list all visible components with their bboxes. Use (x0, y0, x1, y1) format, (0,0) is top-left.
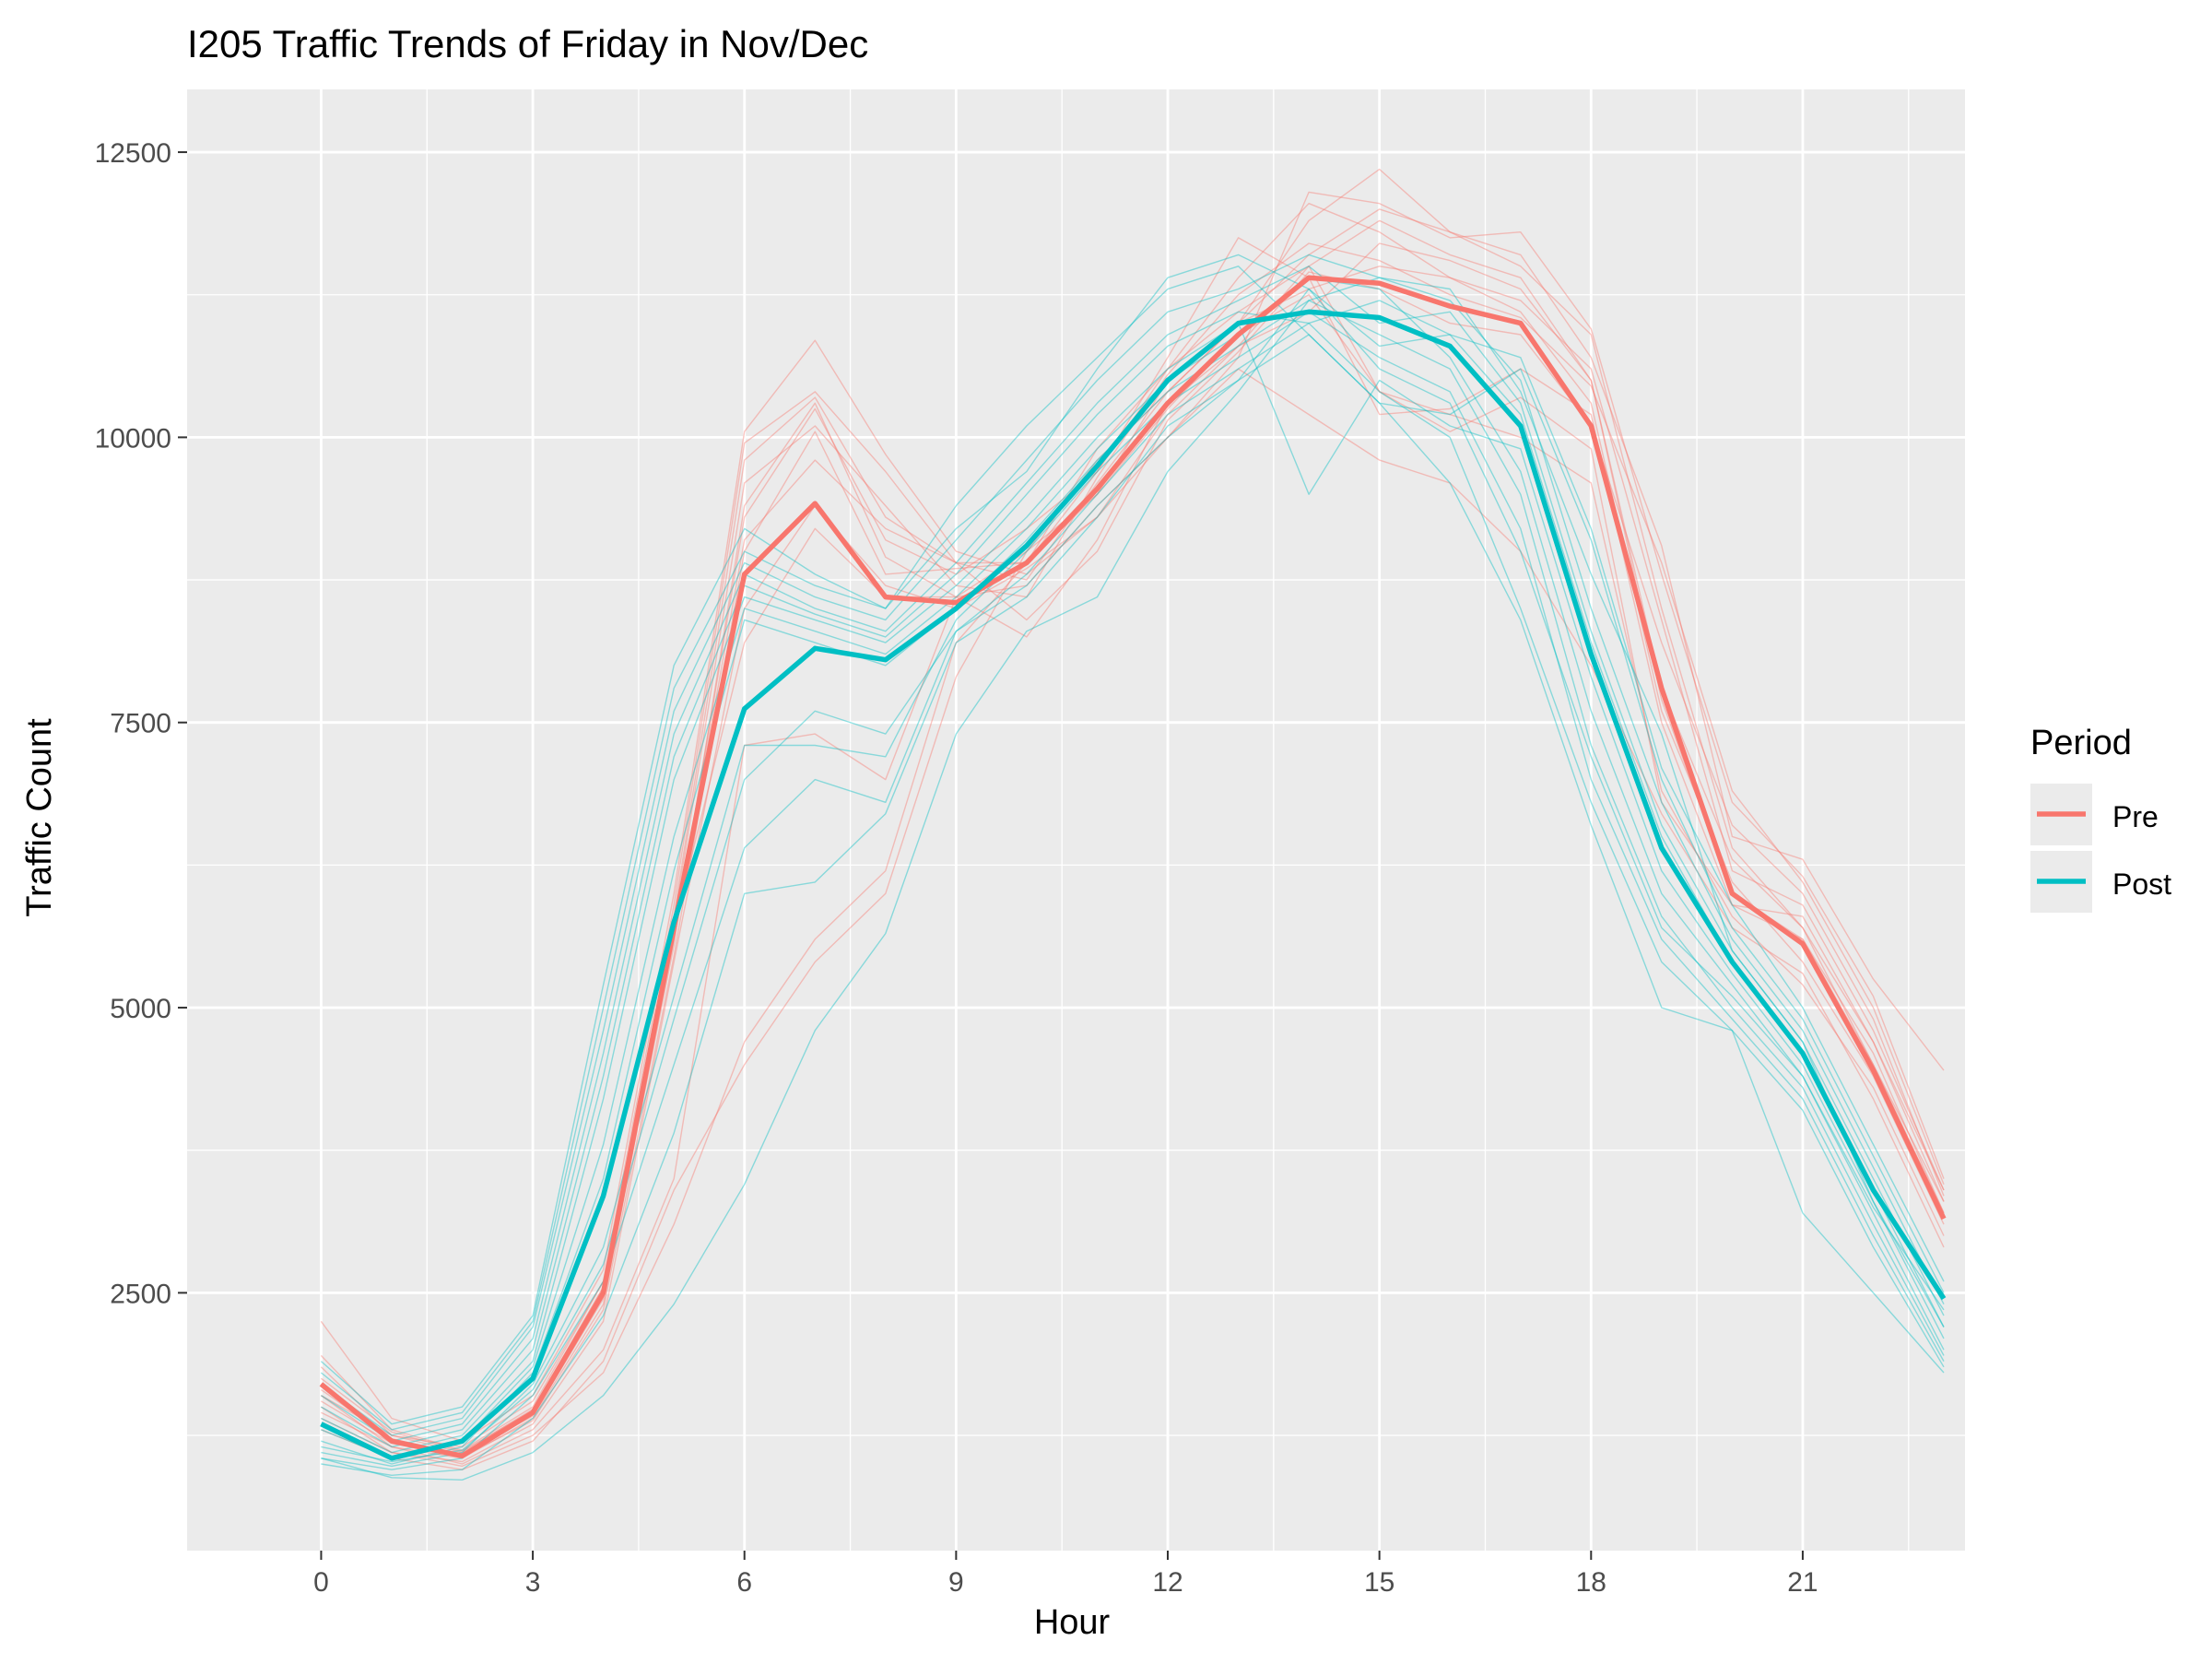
daily-line-post-6 (321, 322, 1945, 1454)
daily-line-pre-1 (320, 191, 1945, 1442)
daily-line-post-13 (321, 288, 1945, 1463)
series-line-post (320, 309, 1947, 1461)
daily-line-post-11 (321, 334, 1945, 1476)
daily-line-post-7 (321, 277, 1945, 1459)
chart-title: I205 Traffic Trends of Friday in Nov/Dec (187, 22, 868, 65)
daily-line-pre-10 (321, 219, 1945, 1468)
y-axis-title: Traffic Count (20, 718, 59, 917)
legend-title: Period (2030, 724, 2132, 762)
daily-line-post-12 (321, 277, 1945, 1481)
y-tick-label: 7500 (110, 709, 171, 739)
daily-line-post-10 (321, 322, 1945, 1470)
x-axis-title: Hour (1034, 1603, 1111, 1642)
legend-label-post: Post (2112, 867, 2171, 901)
series-line-pre (319, 275, 1947, 1459)
daily-line-post-3 (320, 254, 1945, 1436)
daily-line-post-5 (321, 300, 1945, 1448)
y-tick-label: 12500 (95, 138, 171, 169)
y-tick-label: 10000 (95, 423, 171, 454)
x-tick-label: 12 (1152, 1567, 1182, 1598)
daily-line-pre-12 (321, 271, 1945, 1448)
daily-line-pre-4 (320, 237, 1945, 1459)
daily-line-post-9 (321, 311, 1945, 1468)
y-tick-label: 2500 (110, 1279, 171, 1309)
x-tick-label: 6 (736, 1567, 752, 1598)
plot-panel (187, 89, 1965, 1551)
x-tick-label: 15 (1364, 1567, 1394, 1598)
legend: Period Pre Post (2030, 724, 2171, 913)
y-tick-label: 5000 (110, 994, 171, 1024)
daily-line-pre-6 (321, 266, 1945, 1458)
x-tick-label: 18 (1576, 1567, 1606, 1598)
x-tick-label: 3 (525, 1567, 541, 1598)
daily-line-pre-5 (320, 294, 1945, 1455)
daily-line-post-1 (320, 254, 1945, 1425)
x-tick-label: 9 (948, 1567, 964, 1598)
legend-label-pre: Pre (2112, 800, 2159, 833)
x-tick-label: 21 (1787, 1567, 1818, 1598)
daily-line-pre-2 (320, 168, 1945, 1451)
daily-line-post-4 (321, 266, 1945, 1442)
daily-line-post-2 (320, 266, 1945, 1431)
x-tick-label: 0 (313, 1567, 329, 1598)
daily-line-pre-7 (321, 266, 1945, 1463)
